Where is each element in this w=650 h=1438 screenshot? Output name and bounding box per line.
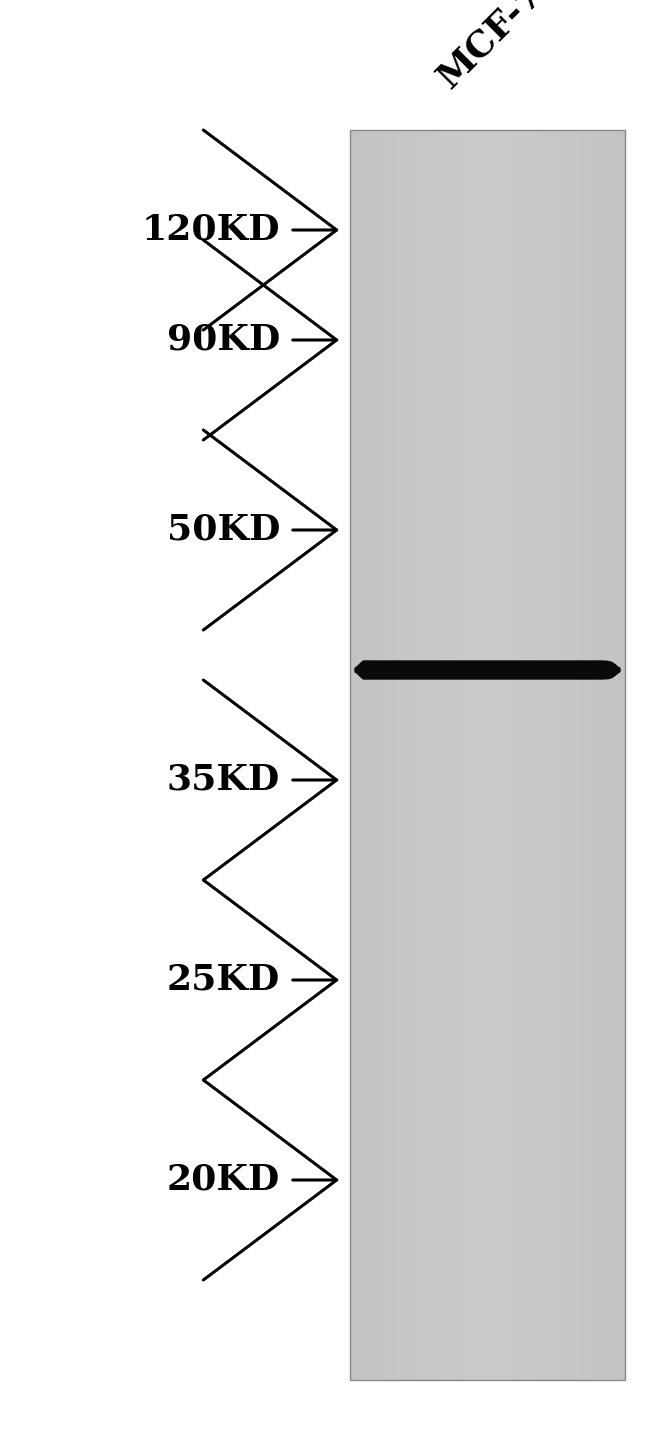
Text: 50KD: 50KD xyxy=(166,513,280,546)
Text: 35KD: 35KD xyxy=(167,764,280,797)
Bar xyxy=(350,129,625,1380)
Text: 90KD: 90KD xyxy=(167,324,280,357)
Polygon shape xyxy=(355,661,620,679)
Text: MCF-7: MCF-7 xyxy=(431,0,549,95)
Text: 25KD: 25KD xyxy=(167,963,280,997)
Text: 20KD: 20KD xyxy=(167,1163,280,1196)
Text: 120KD: 120KD xyxy=(142,213,280,247)
